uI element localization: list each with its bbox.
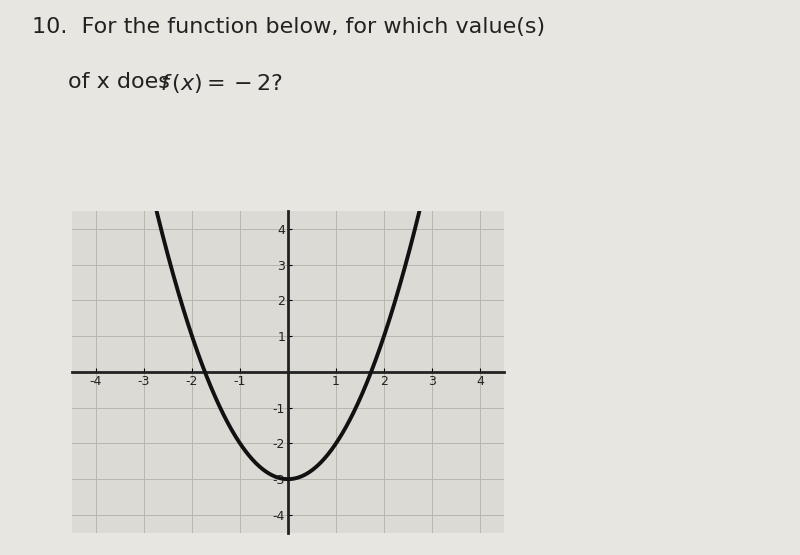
Text: $f\,(x) = -2$?: $f\,(x) = -2$?: [160, 72, 283, 95]
Text: of x does: of x does: [68, 72, 177, 92]
Text: 10.  For the function below, for which value(s): 10. For the function below, for which va…: [32, 17, 545, 37]
